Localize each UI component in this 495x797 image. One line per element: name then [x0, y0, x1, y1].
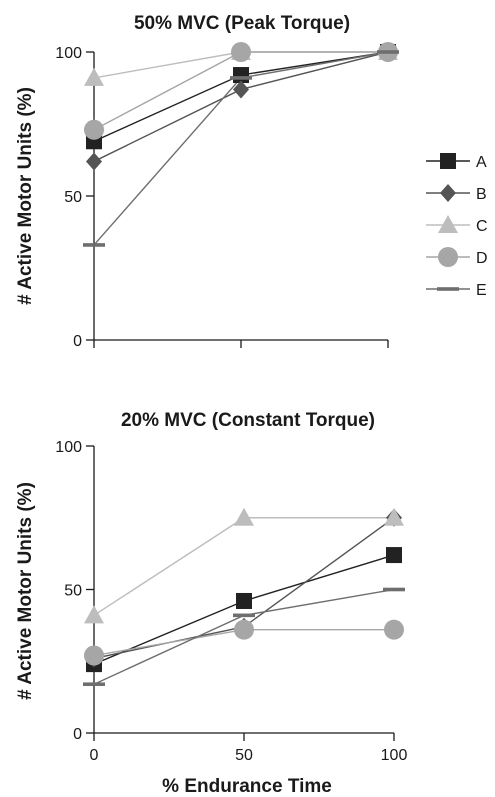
- data-point-a: [386, 547, 402, 564]
- data-point-b: [86, 152, 102, 171]
- data-point-e: [383, 587, 405, 592]
- data-point-e: [230, 76, 252, 80]
- data-point-e: [83, 243, 105, 247]
- legend-item-e: E: [426, 282, 487, 299]
- legend-label: C: [476, 218, 488, 235]
- data-point-e: [83, 682, 105, 687]
- legend-marker: [438, 247, 458, 267]
- chart-panel-constant-torque: 20% MVC (Constant Torque) # Active Motor…: [15, 410, 407, 797]
- data-point-e: [233, 613, 255, 618]
- plot-area: [83, 507, 405, 687]
- data-point-c: [84, 605, 104, 624]
- x-axis-ticks: 0 50 100: [90, 733, 408, 764]
- legend-item-b: B: [426, 184, 487, 203]
- data-point-c: [234, 507, 254, 526]
- chart-panel-peak-torque: 50% MVC (Peak Torque) # Active Motor Uni…: [15, 13, 399, 350]
- legend-marker: [440, 153, 456, 169]
- data-point-b: [233, 80, 249, 99]
- legend-item-d: D: [426, 247, 488, 267]
- y-tick-label: 100: [55, 439, 82, 456]
- data-point-d: [234, 619, 254, 640]
- x-axis-label: % Endurance Time: [162, 776, 332, 797]
- data-point-d: [84, 119, 104, 140]
- legend-marker: [438, 215, 458, 233]
- legend-label: E: [476, 282, 487, 299]
- data-point-d: [231, 42, 251, 62]
- chart-title: 50% MVC (Peak Torque): [134, 13, 350, 34]
- legend-item-a: A: [426, 153, 487, 171]
- data-point-d: [84, 645, 104, 666]
- legend-item-c: C: [426, 215, 488, 235]
- y-axis-label: # Active Motor Units (%): [15, 87, 36, 305]
- legend-marker: [437, 287, 459, 291]
- y-axis-label: # Active Motor Units (%): [15, 482, 36, 700]
- x-tick-label: 50: [235, 747, 253, 764]
- data-point-d: [384, 619, 404, 640]
- y-axis-ticks: 0 50 100: [55, 439, 94, 743]
- legend-label: A: [476, 154, 487, 171]
- x-axis-ticks: [93, 340, 389, 348]
- y-tick-label: 0: [73, 726, 82, 743]
- y-tick-label: 100: [55, 45, 82, 62]
- y-tick-label: 50: [64, 583, 82, 600]
- data-point-a: [236, 592, 252, 609]
- legend-marker: [440, 184, 456, 202]
- y-tick-label: 0: [73, 333, 82, 350]
- y-axis-ticks: 0 50 100: [55, 45, 94, 350]
- x-tick-label: 100: [381, 747, 408, 764]
- y-tick-label: 50: [64, 189, 82, 206]
- legend-label: D: [476, 250, 488, 267]
- data-point-c: [84, 67, 104, 86]
- data-point-c: [384, 507, 404, 526]
- data-point-e: [377, 50, 399, 54]
- plot-area: [83, 42, 399, 247]
- legend-label: B: [476, 186, 487, 203]
- chart-title: 20% MVC (Constant Torque): [121, 410, 375, 431]
- x-tick-label: 0: [90, 747, 99, 764]
